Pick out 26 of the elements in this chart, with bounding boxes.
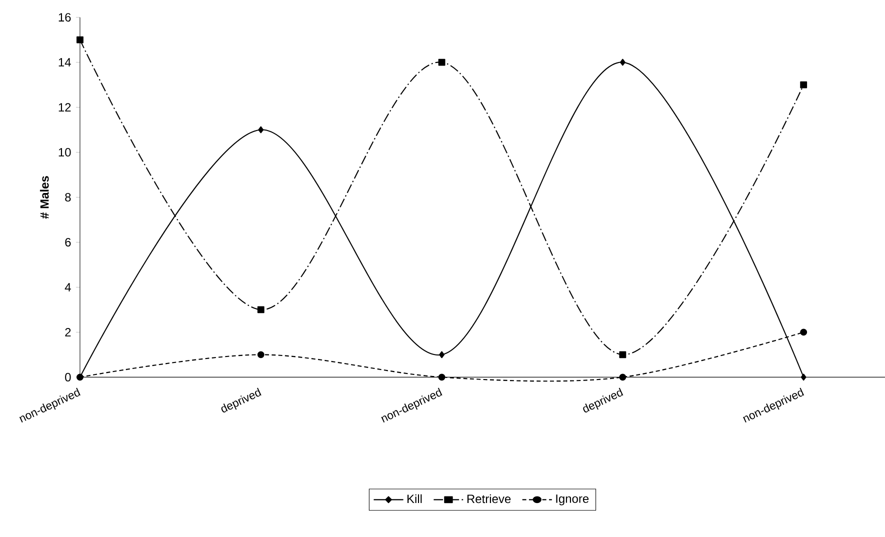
point [619,351,626,358]
point [438,58,446,66]
y-tick-label: 2 [65,328,71,336]
y-tick-label: 16 [58,13,71,22]
point [439,351,445,358]
y-axis-title: # Males [40,176,49,219]
point [800,374,806,381]
y-tick-label: 6 [65,238,71,246]
point [257,351,264,358]
legend-label: Retrieve [467,494,511,504]
legend-label: Ignore [556,494,589,506]
y-tick-label: 12 [58,103,71,112]
y-tick-label: 14 [58,58,71,66]
point [438,374,446,381]
point [800,328,808,336]
point [619,374,626,381]
point [258,126,264,134]
y-tick-label: 4 [64,283,71,292]
point [800,81,808,88]
legend-label: Kill [407,494,422,503]
point [620,58,626,66]
point [257,306,264,314]
y-tick-label: 0 [65,372,71,382]
y-tick-label: 8 [65,192,71,202]
point [76,36,84,44]
y-tick-label: 10 [58,148,71,156]
